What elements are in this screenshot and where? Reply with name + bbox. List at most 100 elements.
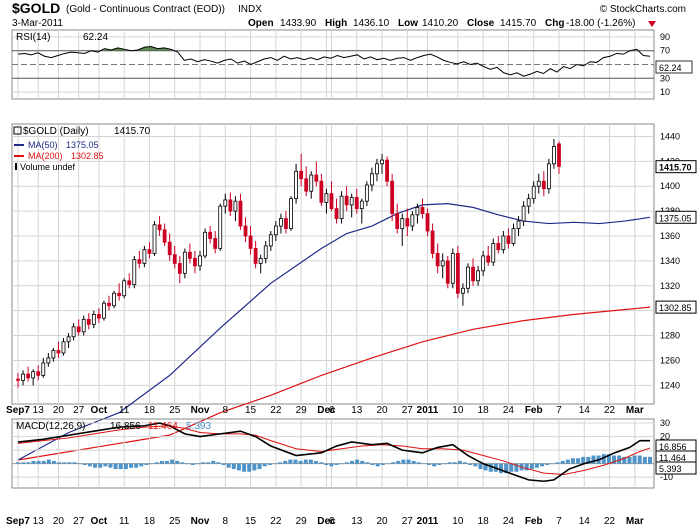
x-axis-1-tick-9: 8 — [223, 405, 229, 416]
macd-hist-bar-62 — [334, 463, 339, 465]
x-axis-2-tick-19: 10 — [452, 516, 464, 527]
macd-value-3: 5.393 — [186, 421, 211, 432]
macd-hist-bar-106 — [560, 460, 565, 464]
watermark: © StockCharts.com — [600, 4, 686, 15]
candle-body-49 — [263, 245, 268, 259]
x-axis-2-tick-9: 8 — [223, 516, 229, 527]
candle-body-20 — [117, 292, 122, 297]
x-axis-2-tick-17: 27 — [402, 516, 414, 527]
x-axis-1-tick-10: 15 — [245, 405, 257, 416]
candle-body-55 — [294, 170, 298, 200]
macd-hist-bar-10 — [67, 462, 72, 464]
x-axis-1-tick-25: 22 — [604, 405, 616, 416]
candle-body-85 — [445, 260, 450, 284]
price-ma200-tag-box — [655, 300, 697, 314]
candle-body-103 — [536, 180, 541, 187]
candle-body-37 — [203, 231, 207, 257]
candle-body-86 — [450, 253, 455, 284]
candle-body-87 — [455, 253, 460, 294]
x-axis-1-tick-20: 18 — [478, 405, 490, 416]
candle-body-2 — [26, 373, 31, 379]
macd-hist-bar-86 — [457, 460, 462, 464]
candle-body-10 — [66, 336, 71, 343]
x-axis-2-tick-6: 18 — [144, 516, 156, 527]
x-axis-1-tick-14: 6 — [329, 405, 335, 416]
candle-body-38 — [208, 231, 213, 239]
macd-hist-bar-45 — [247, 463, 252, 472]
price-panel: 1440142014001380136013401320130012801260… — [11, 123, 697, 461]
candle-body-100 — [521, 205, 526, 222]
candle-body-36 — [198, 255, 202, 267]
price-tick-1260: 1260 — [660, 355, 680, 365]
candle-body-73 — [385, 159, 389, 182]
macd-hist-bar-34 — [190, 463, 195, 465]
macd-hist-bar-11 — [72, 462, 77, 464]
chart-header: $GOLD (Gold - Continuous Contract (EOD))… — [12, 0, 686, 29]
macd-hist-bar-111 — [586, 456, 591, 464]
macd-hist-bar-122 — [642, 456, 647, 464]
macd-hist-bar-20 — [118, 463, 123, 470]
macd-hist-bar-78 — [416, 462, 421, 464]
candle-body-6 — [46, 357, 51, 364]
macd-hist-bar-87 — [463, 462, 468, 464]
macd-main-line — [17, 422, 650, 483]
candle-body-94 — [491, 243, 496, 263]
candle-body-98 — [511, 228, 516, 244]
macd-hist-bar-119 — [627, 456, 632, 464]
macd-hist-bar-76 — [406, 459, 411, 464]
low-label: Low — [398, 18, 418, 29]
x-axis-1-tick-26: Mar — [626, 405, 644, 416]
macd-hist-bar-12 — [77, 463, 82, 465]
macd-hist-bar-1 — [21, 462, 26, 464]
macd-hist-bar-67 — [360, 460, 365, 464]
date: 3-Mar-2011 — [12, 18, 63, 29]
candle-body-29 — [162, 229, 167, 243]
rsi-tick-10: 10 — [660, 87, 670, 97]
macd-tag-1: 16.856 — [659, 442, 687, 452]
x-axis-1-tick-17: 27 — [402, 405, 414, 416]
candle-body-46 — [248, 235, 253, 249]
rsi-overbought-fill — [137, 46, 172, 51]
macd-hist-bar-89 — [473, 463, 478, 467]
price-legend-symbol: $GOLD (Daily) — [23, 126, 89, 137]
x-axis-1-tick-21: 24 — [503, 405, 515, 416]
macd-hist-bar-116 — [612, 455, 617, 464]
macd-hist-bar-65 — [349, 460, 354, 464]
macd-hist-bar-41 — [226, 463, 231, 468]
x-axis-2-tick-0: Sep7 — [6, 516, 30, 527]
macd-hist-bar-49 — [267, 463, 272, 465]
macd-hist-bar-58 — [314, 460, 319, 464]
macd-hist-bar-60 — [324, 463, 329, 465]
legend-swatch-price — [13, 126, 22, 135]
macd-hist-bar-96 — [509, 463, 514, 472]
candle-body-9 — [61, 341, 66, 354]
macd-hist-bar-91 — [483, 463, 488, 471]
x-axis-2-tick-15: 13 — [351, 516, 363, 527]
candle-body-58 — [309, 174, 314, 192]
macd-hist-bar-110 — [581, 456, 586, 464]
price-tick-1240: 1240 — [660, 380, 680, 390]
rsi-value: 62.24 — [83, 32, 108, 43]
macd-tick-1: 20 — [660, 432, 670, 442]
macd-hist-bar-83 — [442, 463, 447, 465]
macd-hist-bar-88 — [468, 463, 473, 465]
candle-body-51 — [273, 225, 278, 236]
macd-hist-bar-13 — [82, 463, 87, 465]
x-axis-2-tick-5: 11 — [119, 516, 130, 527]
macd-label: MACD(12,26,9) — [16, 421, 85, 432]
x-axis-2-tick-24: 14 — [579, 516, 591, 527]
candle-body-7 — [51, 350, 56, 359]
candle-body-31 — [172, 254, 177, 264]
low-value: 1410.20 — [422, 18, 459, 29]
macd-hist-bar-25 — [144, 463, 149, 465]
candle-body-92 — [481, 255, 486, 272]
macd-hist-bar-19 — [113, 463, 118, 470]
macd-hist-bar-69 — [370, 463, 375, 465]
rsi-tick-30: 30 — [660, 73, 670, 83]
macd-hist-bar-51 — [278, 462, 283, 464]
macd-hist-bar-61 — [329, 463, 334, 467]
candle-body-90 — [471, 266, 475, 282]
x-axis-2-tick-12: 29 — [296, 516, 308, 527]
candle-body-89 — [466, 266, 470, 289]
macd-hist-bar-108 — [570, 458, 575, 464]
